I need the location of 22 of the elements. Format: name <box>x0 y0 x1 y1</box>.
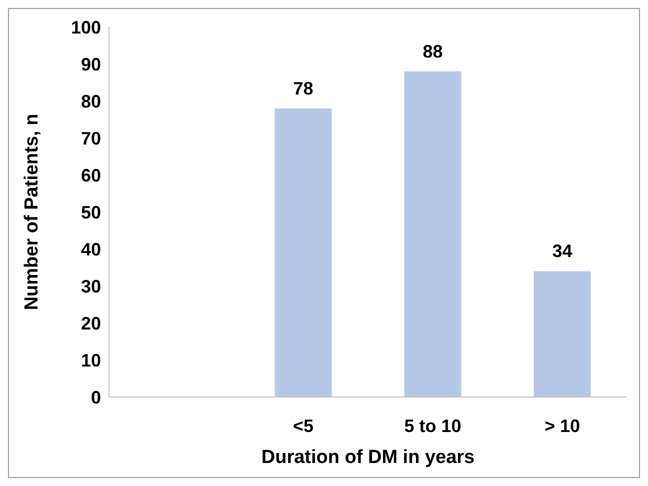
data-label: 88 <box>422 41 443 62</box>
y-tick-label: 20 <box>80 313 101 334</box>
y-tick-label: 70 <box>80 128 101 148</box>
y-tick-label: 90 <box>80 54 101 74</box>
y-axis-title: Number of Patients, n <box>22 114 43 310</box>
y-tick-label: 50 <box>80 202 101 222</box>
y-tick-label: 40 <box>80 239 101 260</box>
y-tick-label: 80 <box>80 91 101 112</box>
bar <box>404 71 462 397</box>
y-tick-label: 30 <box>80 276 101 296</box>
y-tick-label: 0 <box>90 387 101 408</box>
x-tick-label: <5 <box>292 416 314 436</box>
y-tick-label: 60 <box>80 165 101 186</box>
data-label: 78 <box>293 78 314 98</box>
bar <box>534 271 591 397</box>
x-tick-label: 5 to 10 <box>404 416 462 436</box>
x-axis-title: Duration of DM in years <box>261 447 475 468</box>
data-label: 34 <box>552 241 572 262</box>
y-tick-label: 100 <box>70 17 101 38</box>
y-tick-label: 10 <box>80 350 101 370</box>
x-tick-label: > 10 <box>544 416 580 436</box>
bar <box>274 108 332 397</box>
